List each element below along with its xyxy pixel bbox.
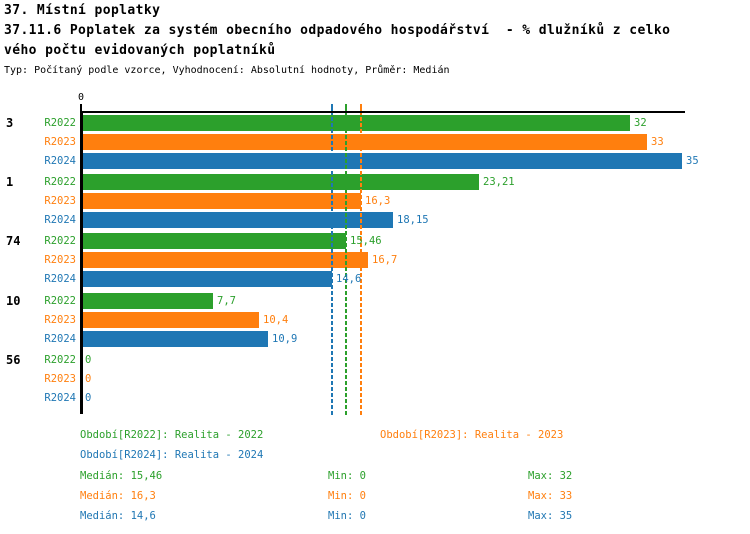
bar-value-label: 23,21 (483, 176, 515, 188)
series-label-r2022: R2022 (44, 354, 76, 366)
axis-origin-label: 0 (77, 92, 85, 103)
group-label: 10 (6, 294, 21, 308)
stat-min-r2023: Min: 0 (328, 490, 366, 502)
series-label-r2022: R2022 (44, 295, 76, 307)
bar-r2024 (81, 271, 332, 287)
report-title: 37. Místní poplatky (4, 3, 161, 18)
series-label-r2022: R2022 (44, 235, 76, 247)
group-label: 3 (6, 116, 14, 130)
series-label-r2023: R2023 (44, 254, 76, 266)
bar-r2022 (81, 293, 213, 309)
median-line-r2023 (360, 111, 362, 415)
series-label-r2023: R2023 (44, 195, 76, 207)
bar-r2023 (81, 134, 647, 150)
bar-value-label: 10,9 (272, 333, 298, 345)
series-label-r2024: R2024 (44, 333, 76, 345)
indicator-title-line1: 37.11.6 Poplatek za systém obecního odpa… (4, 23, 671, 38)
bar-r2022 (81, 115, 630, 131)
axis-origin-tick (80, 104, 82, 111)
group-label: 56 (6, 353, 21, 367)
bar-r2024 (81, 331, 268, 347)
bar-r2023 (81, 193, 361, 209)
stat-max-r2022: Max: 32 (528, 470, 573, 482)
bar-value-label: 0 (85, 392, 92, 404)
group-label: 74 (6, 234, 21, 248)
stat-min-r2022: Min: 0 (328, 470, 366, 482)
bar-value-label: 10,4 (263, 314, 289, 326)
bar-value-label: 14,6 (336, 273, 362, 285)
bar-value-label: 35 (686, 155, 699, 167)
bar-chart: 0 3 R2022 32 R2023 33 R2024 35 1 R2022 23,21 R2023 1… (6, 92, 699, 415)
median-tick-r2024 (331, 104, 333, 111)
bar-value-label: 32 (634, 117, 647, 129)
median-tick-r2022 (345, 104, 347, 111)
bar-r2024 (81, 153, 682, 169)
stat-median-r2022: Medián: 15,46 (80, 470, 163, 482)
indicator-title-line2: vého počtu evidovaných poplatníků (4, 43, 276, 58)
stat-median-r2024: Medián: 14,6 (80, 510, 156, 522)
bar-value-label: 7,7 (217, 295, 236, 307)
stat-max-r2024: Max: 35 (528, 510, 573, 522)
series-label-r2024: R2024 (44, 273, 76, 285)
bar-r2023 (81, 312, 259, 328)
bar-r2024 (81, 212, 393, 228)
x-axis-line (80, 111, 685, 113)
indicator-meta: Typ: Počítaný podle vzorce, Vyhodnocení:… (4, 65, 450, 76)
series-label-r2023: R2023 (44, 136, 76, 148)
y-axis-line (80, 111, 83, 414)
series-label-r2024: R2024 (44, 214, 76, 226)
series-label-r2022: R2022 (44, 176, 76, 188)
stat-max-r2023: Max: 33 (528, 490, 573, 502)
bar-value-label: 18,15 (397, 214, 429, 226)
legend-period-r2022: Období[R2022]: Realita - 2022 (80, 429, 264, 441)
series-label-r2024: R2024 (44, 392, 76, 404)
series-label-r2022: R2022 (44, 117, 76, 129)
bar-value-label: 16,3 (365, 195, 391, 207)
group-label: 1 (6, 175, 14, 189)
legend-period-r2024: Období[R2024]: Realita - 2024 (80, 449, 264, 461)
bar-r2022 (81, 174, 479, 190)
bar-value-label: 33 (651, 136, 664, 148)
median-line-r2024 (331, 111, 333, 415)
legend-period-r2023: Období[R2023]: Realita - 2023 (380, 429, 564, 441)
series-label-r2024: R2024 (44, 155, 76, 167)
bar-value-label: 16,7 (372, 254, 398, 266)
stat-median-r2023: Medián: 16,3 (80, 490, 156, 502)
stat-min-r2024: Min: 0 (328, 510, 366, 522)
median-tick-r2023 (360, 104, 362, 111)
bar-r2022 (81, 233, 346, 249)
bar-value-label: 0 (85, 373, 92, 385)
bar-value-label: 0 (85, 354, 92, 366)
median-line-r2022 (345, 111, 347, 415)
bar-value-label: 15,46 (350, 235, 382, 247)
series-label-r2023: R2023 (44, 314, 76, 326)
bar-r2023 (81, 252, 368, 268)
series-label-r2023: R2023 (44, 373, 76, 385)
